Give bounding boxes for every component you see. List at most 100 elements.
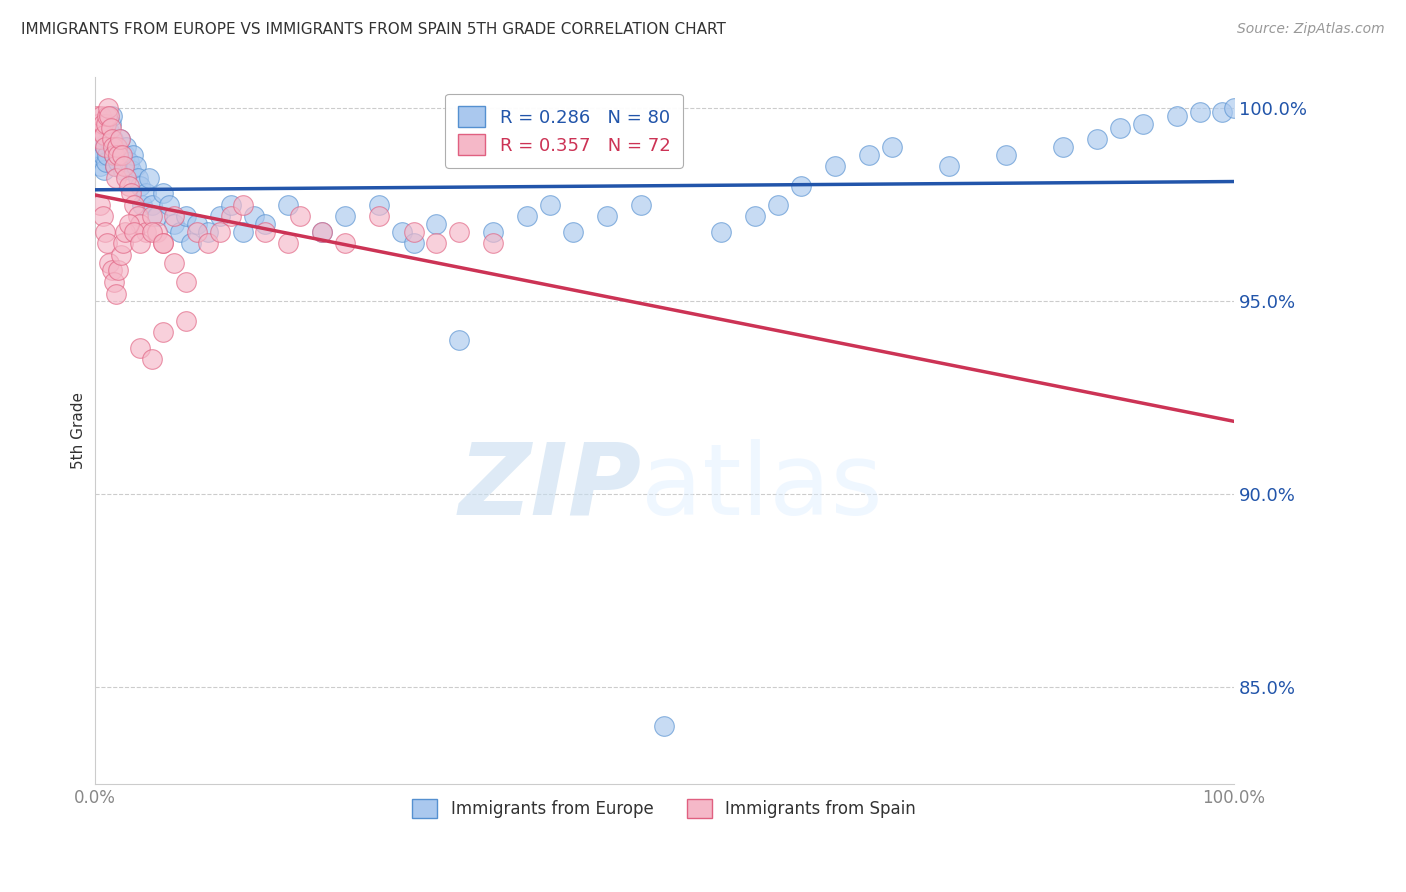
Point	[127, 170, 149, 185]
Point	[174, 313, 197, 327]
Point	[254, 217, 277, 231]
Point	[100, 109, 122, 123]
Point	[208, 210, 231, 224]
Point	[93, 128, 115, 143]
Point	[219, 210, 242, 224]
Point	[100, 263, 122, 277]
Point	[538, 198, 561, 212]
Point	[94, 117, 117, 131]
Point	[96, 109, 118, 123]
Point	[335, 210, 357, 224]
Point	[368, 198, 391, 212]
Point	[425, 236, 447, 251]
Point	[880, 140, 903, 154]
Point	[103, 147, 125, 161]
Point	[115, 140, 138, 154]
Point	[219, 198, 242, 212]
Point	[169, 225, 191, 239]
Point	[208, 225, 231, 239]
Point	[104, 159, 127, 173]
Point	[1108, 120, 1130, 135]
Point	[89, 198, 111, 212]
Point	[108, 132, 131, 146]
Point	[157, 198, 180, 212]
Legend: Immigrants from Europe, Immigrants from Spain: Immigrants from Europe, Immigrants from …	[406, 792, 922, 825]
Point	[89, 159, 111, 173]
Point	[129, 217, 152, 231]
Point	[98, 256, 121, 270]
Point	[122, 147, 145, 161]
Point	[111, 147, 134, 161]
Point	[91, 147, 114, 161]
Point	[124, 225, 146, 239]
Point	[97, 101, 120, 115]
Point	[114, 147, 136, 161]
Point	[516, 210, 538, 224]
Point	[254, 225, 277, 239]
Point	[402, 236, 425, 251]
Point	[744, 210, 766, 224]
Point	[129, 178, 152, 193]
Point	[101, 140, 124, 154]
Point	[127, 210, 149, 224]
Point	[141, 198, 163, 212]
Point	[152, 236, 174, 251]
Point	[135, 186, 157, 201]
Point	[710, 225, 733, 239]
Point	[94, 140, 117, 154]
Point	[98, 124, 121, 138]
Point	[86, 109, 108, 123]
Point	[790, 178, 813, 193]
Point	[105, 286, 128, 301]
Text: Source: ZipAtlas.com: Source: ZipAtlas.com	[1237, 22, 1385, 37]
Point	[174, 275, 197, 289]
Point	[311, 225, 333, 239]
Point	[482, 236, 505, 251]
Point	[311, 225, 333, 239]
Point	[129, 341, 152, 355]
Point	[115, 170, 138, 185]
Point	[90, 132, 112, 146]
Point	[163, 256, 186, 270]
Text: ZIP: ZIP	[458, 439, 641, 535]
Point	[824, 159, 846, 173]
Point	[98, 109, 121, 123]
Point	[163, 217, 186, 231]
Point	[766, 198, 789, 212]
Point	[118, 155, 141, 169]
Point	[482, 225, 505, 239]
Point	[1188, 105, 1211, 120]
Point	[630, 198, 652, 212]
Point	[103, 147, 125, 161]
Point	[402, 225, 425, 239]
Point	[391, 225, 413, 239]
Point	[91, 210, 114, 224]
Point	[449, 333, 471, 347]
Point	[112, 163, 135, 178]
Point	[152, 186, 174, 201]
Point	[138, 170, 160, 185]
Point	[141, 352, 163, 367]
Point	[425, 217, 447, 231]
Point	[124, 159, 146, 173]
Point	[96, 147, 118, 161]
Point	[105, 170, 128, 185]
Point	[105, 140, 128, 154]
Point	[141, 210, 163, 224]
Point	[135, 225, 157, 239]
Point	[94, 140, 117, 154]
Point	[1052, 140, 1074, 154]
Point	[449, 225, 471, 239]
Point	[1223, 101, 1246, 115]
Point	[118, 178, 141, 193]
Point	[114, 225, 136, 239]
Point	[96, 236, 118, 251]
Point	[94, 155, 117, 169]
Point	[87, 140, 110, 154]
Point	[288, 210, 311, 224]
Point	[152, 236, 174, 251]
Point	[129, 236, 152, 251]
Point	[1085, 132, 1108, 146]
Point	[124, 198, 146, 212]
Point	[186, 217, 208, 231]
